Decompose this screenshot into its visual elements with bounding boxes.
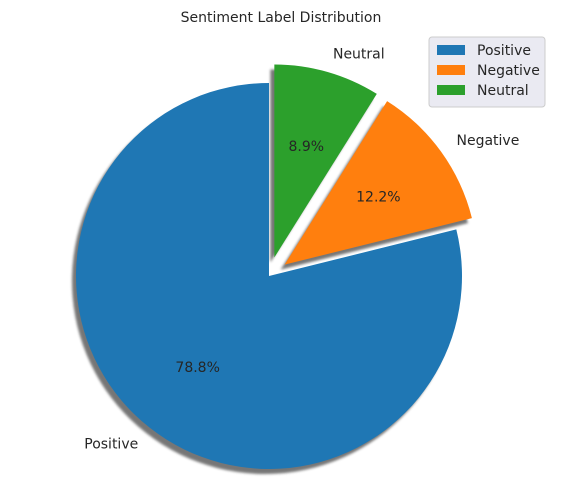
slice-label-positive: Positive	[84, 436, 138, 452]
legend: Positive Negative Neutral	[428, 36, 546, 108]
pie-slices	[75, 64, 472, 469]
legend-swatch-negative	[437, 65, 465, 75]
slice-negative	[284, 101, 472, 265]
slice-positive	[75, 83, 462, 469]
chart-title: Sentiment Label Distribution	[181, 10, 382, 26]
slice-percent-positive: 78.8%	[175, 360, 219, 376]
slice-neutral	[274, 64, 377, 258]
legend-label-neutral: Neutral	[477, 83, 529, 99]
slice-labels: Positive Negative Neutral	[84, 46, 519, 452]
slice-percent-negative: 12.2%	[356, 190, 400, 206]
legend-label-negative: Negative	[477, 63, 540, 79]
slice-percent-labels: 78.8% 12.2% 8.9%	[175, 139, 400, 376]
legend-swatch-positive	[437, 45, 465, 55]
slice-percent-neutral: 8.9%	[289, 139, 325, 155]
slice-label-neutral: Neutral	[333, 46, 385, 62]
legend-label-positive: Positive	[477, 43, 531, 59]
legend-swatch-neutral	[437, 85, 465, 95]
slice-label-negative: Negative	[456, 133, 519, 149]
